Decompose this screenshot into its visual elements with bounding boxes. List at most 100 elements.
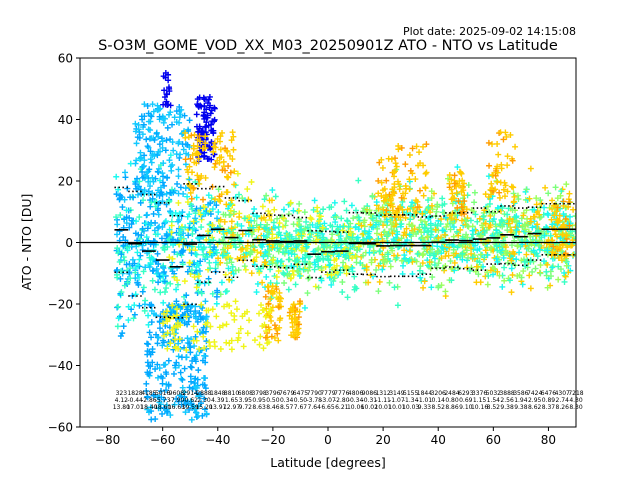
scatter-point-2078: [426, 259, 433, 266]
scatter-point-1202: [434, 243, 441, 250]
scatter-point-1791: [527, 258, 534, 265]
scatter-point-1462: [120, 233, 127, 240]
scatter-point-139: [506, 277, 513, 284]
scatter-point-233: [470, 208, 477, 215]
scatter-point-354: [139, 288, 146, 295]
scatter-point-1321: [407, 216, 414, 223]
scatter-point-1684: [178, 235, 185, 242]
scatter-point-2418: [203, 410, 210, 417]
scatter-point-2604: [175, 173, 182, 180]
scatter-point-551: [355, 214, 362, 221]
scatter-point-2583: [160, 115, 167, 122]
scatter-point-1569: [366, 207, 373, 214]
x-tick-label-8: 80: [541, 433, 556, 447]
scatter-point-1719: [301, 227, 308, 234]
scatter-point-1476: [468, 245, 475, 252]
scatter-point-1397: [479, 222, 486, 229]
scatter-point-1779: [545, 212, 552, 219]
scatter-point-2800: [216, 159, 223, 166]
scatter-point-2072: [192, 251, 199, 258]
scatter-point-1357: [406, 221, 413, 228]
scatter-point-1773: [235, 191, 242, 198]
scatter-point-2968: [406, 151, 413, 158]
scatter-point-580: [355, 177, 362, 184]
scatter-point-2114: [326, 262, 333, 269]
scatter-point-1957: [363, 263, 370, 270]
scatter-point-2907: [295, 329, 302, 336]
scatter-point-1171: [123, 220, 130, 227]
scatter-point-1415: [365, 279, 372, 286]
scatter-point-1991: [380, 257, 387, 264]
scatter-point-1320: [406, 231, 413, 238]
scatter-point-1697: [532, 265, 539, 272]
scatter-point-1278: [406, 248, 413, 255]
bin-label-29-2: 9.38: [514, 404, 528, 411]
scatter-point-2548: [175, 140, 182, 147]
scatter-point-219: [254, 249, 261, 256]
scatter-point-2436: [195, 393, 202, 400]
scatter-point-1633: [320, 234, 327, 241]
scatter-point-1807: [272, 193, 279, 200]
scatter-point-1833: [514, 243, 521, 250]
scatter-point-2365: [186, 384, 193, 391]
scatter-point-2502: [137, 155, 144, 162]
scatter-point-1945: [450, 233, 457, 240]
bin-label-12-1: 0.34: [280, 397, 294, 404]
scatter-point-2812: [217, 146, 224, 153]
scatter-point-3043: [496, 189, 503, 196]
scatter-point-1992: [123, 261, 130, 268]
scatter-point-1166: [160, 265, 167, 272]
scatter-point-2451: [170, 370, 177, 377]
scatter-point-1593: [491, 265, 498, 272]
scatter-point-851: [449, 200, 456, 207]
scatter-point-2036: [327, 244, 334, 251]
scatter-point-2852: [276, 289, 283, 296]
scatter-point-2952: [382, 196, 389, 203]
scatter-point-549: [425, 203, 432, 210]
scatter-point-408: [472, 211, 479, 218]
scatter-point-1162: [553, 208, 560, 215]
scatter-point-2574: [145, 178, 152, 185]
scatter-point-2095: [561, 269, 568, 276]
scatter-point-2307: [156, 365, 163, 372]
scatter-point-2434: [145, 371, 152, 378]
scatter-point-2363: [184, 335, 191, 342]
scatter-point-1835: [557, 235, 564, 242]
scatter-point-1396: [561, 278, 568, 285]
scatter-point-1475: [559, 248, 566, 255]
scatter-point-2939: [387, 197, 394, 204]
scatter-point-2085: [369, 215, 376, 222]
scatter-point-1314: [151, 227, 158, 234]
scatter-point-843: [459, 243, 466, 250]
scatter-point-2739: [202, 174, 209, 181]
scatter-point-1089: [205, 279, 212, 286]
scatter-point-1966: [274, 245, 281, 252]
scatter-point-2404: [165, 357, 172, 364]
scatter-point-1903: [260, 232, 267, 239]
bin-label-15-2: 6.65: [321, 404, 335, 411]
scatter-point-855: [181, 278, 188, 285]
scatter-point-2246: [188, 416, 195, 423]
scatter-point-1585: [563, 181, 570, 188]
scatter-point-1661: [200, 251, 207, 258]
scatter-point-1253: [377, 248, 384, 255]
scatter-point-1979: [480, 216, 487, 223]
scatter-point-1587: [190, 218, 197, 225]
scatter-point-1990: [511, 213, 518, 220]
scatter-point-1563: [379, 238, 386, 245]
scatter-point-1607: [166, 254, 173, 261]
scatter-point-1862: [256, 269, 263, 276]
scatter-point-2519: [140, 163, 147, 170]
scatter-point-2069: [403, 225, 410, 232]
bin-count-labels: 3234.1213.801828-0.4417.014185-2.8618.40…: [113, 390, 584, 411]
scatter-point-2324: [190, 311, 197, 318]
scatter-point-2856: [265, 300, 272, 307]
scatter-point-2848: [267, 296, 274, 303]
scatter-point-1841: [534, 253, 541, 260]
scatter-point-2432: [193, 390, 200, 397]
scatter-point-1850: [327, 222, 334, 229]
scatter-point-2533: [182, 185, 189, 192]
scatter-point-801: [202, 298, 209, 305]
scatter-point-1436: [360, 219, 367, 226]
scatter-point-2291: [159, 410, 166, 417]
